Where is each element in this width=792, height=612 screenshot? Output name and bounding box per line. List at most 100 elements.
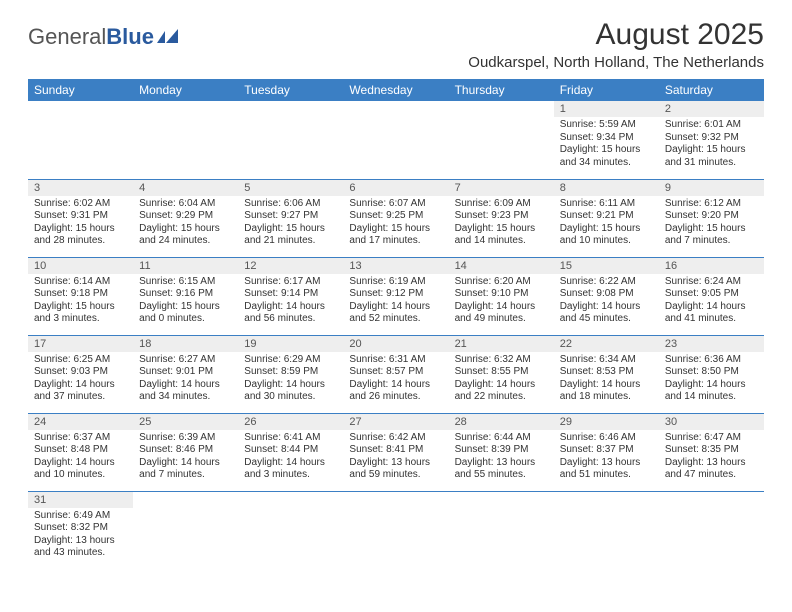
- day-info: Sunrise: 6:15 AMSunset: 9:16 PMDaylight:…: [133, 274, 238, 330]
- calendar-cell: [449, 491, 554, 569]
- calendar-cell: 28Sunrise: 6:44 AMSunset: 8:39 PMDayligh…: [449, 413, 554, 491]
- weekday-header: Saturday: [659, 79, 764, 101]
- calendar-cell: 19Sunrise: 6:29 AMSunset: 8:59 PMDayligh…: [238, 335, 343, 413]
- calendar-cell: 6Sunrise: 6:07 AMSunset: 9:25 PMDaylight…: [343, 179, 448, 257]
- calendar-cell: 29Sunrise: 6:46 AMSunset: 8:37 PMDayligh…: [554, 413, 659, 491]
- day-info: Sunrise: 6:02 AMSunset: 9:31 PMDaylight:…: [28, 196, 133, 252]
- calendar-cell: 15Sunrise: 6:22 AMSunset: 9:08 PMDayligh…: [554, 257, 659, 335]
- day-info: Sunrise: 6:07 AMSunset: 9:25 PMDaylight:…: [343, 196, 448, 252]
- weekday-header: Thursday: [449, 79, 554, 101]
- day-number: 2: [659, 101, 764, 117]
- calendar-cell: 21Sunrise: 6:32 AMSunset: 8:55 PMDayligh…: [449, 335, 554, 413]
- day-info: Sunrise: 6:42 AMSunset: 8:41 PMDaylight:…: [343, 430, 448, 486]
- calendar-cell: 5Sunrise: 6:06 AMSunset: 9:27 PMDaylight…: [238, 179, 343, 257]
- calendar-cell: [133, 491, 238, 569]
- day-info: Sunrise: 6:39 AMSunset: 8:46 PMDaylight:…: [133, 430, 238, 486]
- day-info: Sunrise: 6:01 AMSunset: 9:32 PMDaylight:…: [659, 117, 764, 173]
- logo: GeneralBlue: [28, 24, 182, 50]
- weekday-header: Monday: [133, 79, 238, 101]
- calendar-cell: 23Sunrise: 6:36 AMSunset: 8:50 PMDayligh…: [659, 335, 764, 413]
- day-number: 22: [554, 336, 659, 352]
- calendar-cell: [133, 101, 238, 179]
- day-info: Sunrise: 6:11 AMSunset: 9:21 PMDaylight:…: [554, 196, 659, 252]
- day-info: Sunrise: 6:37 AMSunset: 8:48 PMDaylight:…: [28, 430, 133, 486]
- calendar-row: 31Sunrise: 6:49 AMSunset: 8:32 PMDayligh…: [28, 491, 764, 569]
- day-number: 29: [554, 414, 659, 430]
- day-info: Sunrise: 6:25 AMSunset: 9:03 PMDaylight:…: [28, 352, 133, 408]
- weekday-header: Wednesday: [343, 79, 448, 101]
- weekday-header: Tuesday: [238, 79, 343, 101]
- day-info: Sunrise: 6:46 AMSunset: 8:37 PMDaylight:…: [554, 430, 659, 486]
- day-info: Sunrise: 5:59 AMSunset: 9:34 PMDaylight:…: [554, 117, 659, 173]
- day-info: Sunrise: 6:31 AMSunset: 8:57 PMDaylight:…: [343, 352, 448, 408]
- calendar-cell: 9Sunrise: 6:12 AMSunset: 9:20 PMDaylight…: [659, 179, 764, 257]
- day-number: 13: [343, 258, 448, 274]
- calendar-cell: 10Sunrise: 6:14 AMSunset: 9:18 PMDayligh…: [28, 257, 133, 335]
- day-number: 16: [659, 258, 764, 274]
- day-info: Sunrise: 6:12 AMSunset: 9:20 PMDaylight:…: [659, 196, 764, 252]
- calendar-row: 1Sunrise: 5:59 AMSunset: 9:34 PMDaylight…: [28, 101, 764, 179]
- day-info: Sunrise: 6:22 AMSunset: 9:08 PMDaylight:…: [554, 274, 659, 330]
- calendar-cell: 20Sunrise: 6:31 AMSunset: 8:57 PMDayligh…: [343, 335, 448, 413]
- logo-part2: Blue: [106, 24, 154, 49]
- day-number: 14: [449, 258, 554, 274]
- day-number: 30: [659, 414, 764, 430]
- day-info: Sunrise: 6:44 AMSunset: 8:39 PMDaylight:…: [449, 430, 554, 486]
- weekday-header: Sunday: [28, 79, 133, 101]
- day-number: 5: [238, 180, 343, 196]
- calendar-cell: 25Sunrise: 6:39 AMSunset: 8:46 PMDayligh…: [133, 413, 238, 491]
- calendar-table: SundayMondayTuesdayWednesdayThursdayFrid…: [28, 79, 764, 569]
- day-number: 20: [343, 336, 448, 352]
- day-info: Sunrise: 6:36 AMSunset: 8:50 PMDaylight:…: [659, 352, 764, 408]
- calendar-cell: [343, 101, 448, 179]
- day-info: Sunrise: 6:06 AMSunset: 9:27 PMDaylight:…: [238, 196, 343, 252]
- calendar-cell: 27Sunrise: 6:42 AMSunset: 8:41 PMDayligh…: [343, 413, 448, 491]
- calendar-cell: 4Sunrise: 6:04 AMSunset: 9:29 PMDaylight…: [133, 179, 238, 257]
- day-number: 12: [238, 258, 343, 274]
- day-number: 3: [28, 180, 133, 196]
- calendar-cell: 22Sunrise: 6:34 AMSunset: 8:53 PMDayligh…: [554, 335, 659, 413]
- calendar-cell: 1Sunrise: 5:59 AMSunset: 9:34 PMDaylight…: [554, 101, 659, 179]
- day-info: Sunrise: 6:14 AMSunset: 9:18 PMDaylight:…: [28, 274, 133, 330]
- day-number: 15: [554, 258, 659, 274]
- day-info: Sunrise: 6:20 AMSunset: 9:10 PMDaylight:…: [449, 274, 554, 330]
- calendar-cell: 14Sunrise: 6:20 AMSunset: 9:10 PMDayligh…: [449, 257, 554, 335]
- day-number: 4: [133, 180, 238, 196]
- day-info: Sunrise: 6:04 AMSunset: 9:29 PMDaylight:…: [133, 196, 238, 252]
- calendar-cell: 3Sunrise: 6:02 AMSunset: 9:31 PMDaylight…: [28, 179, 133, 257]
- calendar-cell: 17Sunrise: 6:25 AMSunset: 9:03 PMDayligh…: [28, 335, 133, 413]
- calendar-cell: [554, 491, 659, 569]
- calendar-row: 17Sunrise: 6:25 AMSunset: 9:03 PMDayligh…: [28, 335, 764, 413]
- calendar-cell: 31Sunrise: 6:49 AMSunset: 8:32 PMDayligh…: [28, 491, 133, 569]
- day-number: 31: [28, 492, 133, 508]
- calendar-row: 3Sunrise: 6:02 AMSunset: 9:31 PMDaylight…: [28, 179, 764, 257]
- day-number: 6: [343, 180, 448, 196]
- day-number: 25: [133, 414, 238, 430]
- calendar-row: 24Sunrise: 6:37 AMSunset: 8:48 PMDayligh…: [28, 413, 764, 491]
- day-info: Sunrise: 6:27 AMSunset: 9:01 PMDaylight:…: [133, 352, 238, 408]
- calendar-row: 10Sunrise: 6:14 AMSunset: 9:18 PMDayligh…: [28, 257, 764, 335]
- calendar-cell: 24Sunrise: 6:37 AMSunset: 8:48 PMDayligh…: [28, 413, 133, 491]
- day-info: Sunrise: 6:17 AMSunset: 9:14 PMDaylight:…: [238, 274, 343, 330]
- day-number: 24: [28, 414, 133, 430]
- calendar-cell: 13Sunrise: 6:19 AMSunset: 9:12 PMDayligh…: [343, 257, 448, 335]
- calendar-cell: [343, 491, 448, 569]
- day-info: Sunrise: 6:29 AMSunset: 8:59 PMDaylight:…: [238, 352, 343, 408]
- calendar-cell: 12Sunrise: 6:17 AMSunset: 9:14 PMDayligh…: [238, 257, 343, 335]
- logo-text: GeneralBlue: [28, 24, 154, 50]
- day-info: Sunrise: 6:47 AMSunset: 8:35 PMDaylight:…: [659, 430, 764, 486]
- calendar-cell: [449, 101, 554, 179]
- header: GeneralBlue August 2025 Oudkarspel, Nort…: [28, 18, 764, 71]
- day-info: Sunrise: 6:09 AMSunset: 9:23 PMDaylight:…: [449, 196, 554, 252]
- day-info: Sunrise: 6:19 AMSunset: 9:12 PMDaylight:…: [343, 274, 448, 330]
- day-number: 8: [554, 180, 659, 196]
- calendar-cell: 18Sunrise: 6:27 AMSunset: 9:01 PMDayligh…: [133, 335, 238, 413]
- day-number: 10: [28, 258, 133, 274]
- location: Oudkarspel, North Holland, The Netherlan…: [468, 54, 764, 71]
- day-number: 11: [133, 258, 238, 274]
- day-number: 28: [449, 414, 554, 430]
- day-number: 21: [449, 336, 554, 352]
- calendar-cell: 26Sunrise: 6:41 AMSunset: 8:44 PMDayligh…: [238, 413, 343, 491]
- day-info: Sunrise: 6:49 AMSunset: 8:32 PMDaylight:…: [28, 508, 133, 564]
- calendar-cell: 30Sunrise: 6:47 AMSunset: 8:35 PMDayligh…: [659, 413, 764, 491]
